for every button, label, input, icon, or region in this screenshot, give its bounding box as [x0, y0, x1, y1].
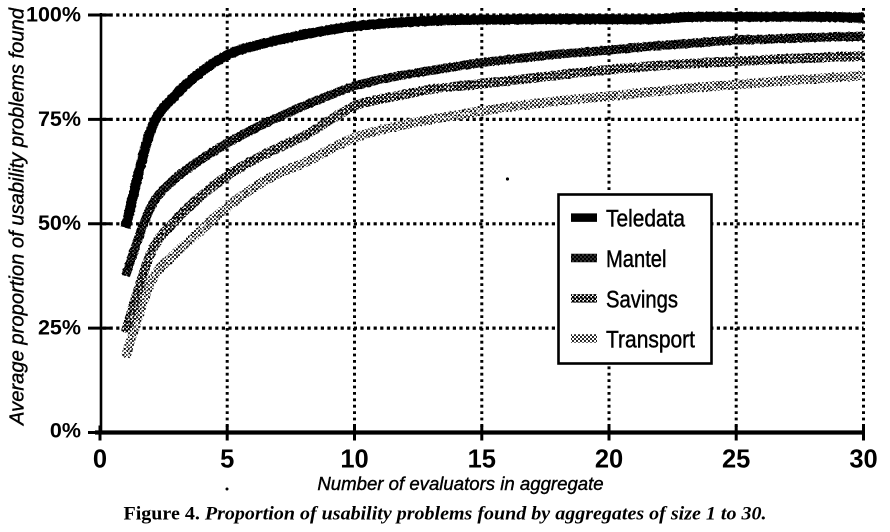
svg-text:Average proportion of usabilit: Average proportion of usability problems…	[6, 7, 29, 427]
svg-text:100%: 100%	[26, 3, 81, 27]
svg-text:25: 25	[722, 446, 750, 474]
svg-text:Figure 4. Proportion of usabil: Figure 4. Proportion of usability proble…	[124, 505, 767, 525]
svg-text:30: 30	[849, 446, 877, 474]
svg-text:10: 10	[340, 446, 368, 474]
svg-text:Number of evaluators in aggreg: Number of evaluators in aggregate	[317, 473, 603, 494]
svg-text:Savings: Savings	[606, 287, 678, 314]
svg-text:75%: 75%	[38, 107, 81, 131]
svg-text:15: 15	[468, 446, 496, 474]
svg-text:5: 5	[220, 446, 234, 474]
svg-text:20: 20	[595, 446, 623, 474]
svg-text:25%: 25%	[38, 316, 81, 340]
svg-text:0%: 0%	[50, 419, 81, 443]
svg-text:Teledata: Teledata	[606, 206, 685, 233]
svg-text:Transport: Transport	[606, 327, 695, 354]
svg-text:0: 0	[93, 446, 107, 474]
svg-text:50%: 50%	[38, 211, 81, 235]
svg-text:Mantel: Mantel	[606, 246, 667, 273]
